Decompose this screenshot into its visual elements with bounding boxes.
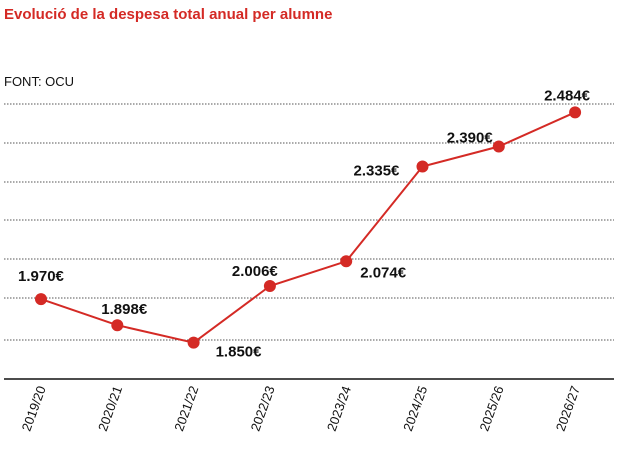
- x-tick-label: 2026/27: [553, 384, 583, 433]
- data-label: 1.970€: [18, 268, 65, 285]
- data-point: [111, 319, 124, 332]
- x-tick-label: 2021/22: [171, 384, 201, 433]
- data-point: [263, 279, 276, 292]
- x-tick-label: 2020/21: [95, 384, 125, 433]
- data-point: [340, 255, 353, 268]
- data-point: [416, 160, 429, 173]
- chart-source: FONT: OCU: [4, 74, 75, 89]
- x-tick-label: 2022/23: [248, 384, 278, 433]
- x-tick-label: 2025/26: [476, 384, 506, 433]
- data-label: 2.006€: [232, 263, 279, 280]
- data-point: [569, 106, 582, 119]
- data-label: 1.850€: [216, 344, 263, 361]
- data-label: 2.484€: [544, 87, 591, 104]
- data-label: 2.390€: [447, 129, 494, 146]
- x-tick-labels: 2019/20 2020/21 2021/22 2022/23 2023/24 2024/…: [19, 384, 583, 433]
- grid-lines: [4, 103, 614, 380]
- data-points: [35, 106, 582, 349]
- data-point: [492, 140, 505, 153]
- series-line-group: [40, 111, 576, 344]
- x-tick-label: 2019/20: [19, 384, 49, 433]
- x-tick-label: 2024/25: [400, 384, 430, 433]
- data-labels: 1.970€ 1.898€ 1.850€ 2.006€ 2.074€ 2.335€ 2.39…: [18, 87, 591, 360]
- series-line: [40, 111, 576, 344]
- data-label: 2.074€: [360, 264, 407, 281]
- data-label: 1.898€: [101, 301, 148, 318]
- data-label: 2.335€: [354, 162, 401, 179]
- x-tick-label: 2023/24: [324, 384, 354, 433]
- chart-title: Evolució de la despesa total anual per a…: [4, 6, 333, 23]
- data-point: [187, 336, 200, 349]
- data-point: [35, 293, 47, 306]
